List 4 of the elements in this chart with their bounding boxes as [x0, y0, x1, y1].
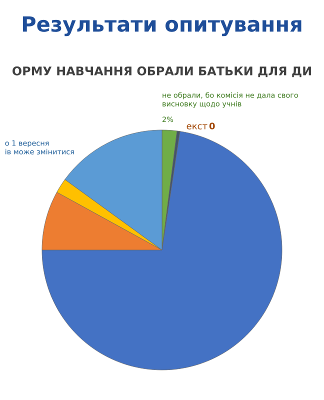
data-label: 0 [209, 122, 215, 130]
chart-title: Результати опитування [22, 16, 302, 36]
chart-subtitle: ОРМУ НАВЧАННЯ ОБРАЛИ БАТЬКИ ДЛЯ ДИ [12, 66, 311, 78]
slice-label: екст [186, 124, 208, 130]
